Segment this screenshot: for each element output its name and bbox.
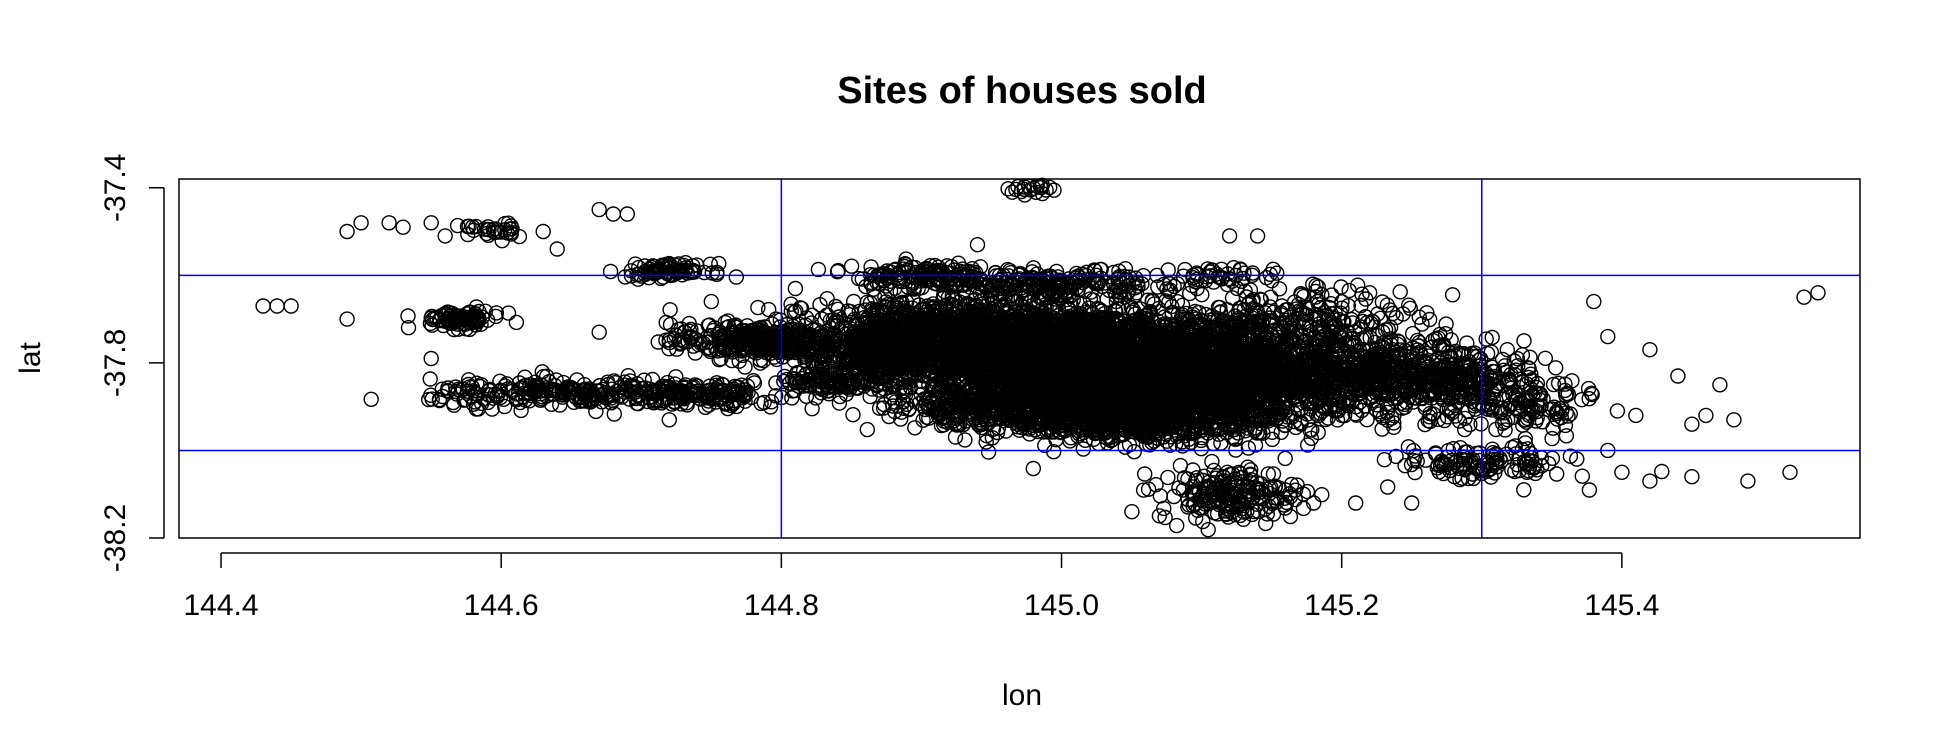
data-point (957, 432, 973, 448)
data-point (804, 401, 820, 417)
data-point (980, 444, 997, 460)
data-point (859, 421, 875, 438)
data-point (845, 407, 861, 423)
data-point (1025, 460, 1042, 477)
data-point (831, 395, 848, 411)
chart-title: Sites of houses sold (837, 70, 1207, 112)
data-point (1166, 278, 1182, 295)
scatter-points (255, 177, 1826, 538)
y-axis-title: lat (14, 341, 47, 373)
data-point (750, 299, 766, 316)
x-axis-title: lon (1002, 679, 1042, 712)
data-point (713, 351, 729, 367)
